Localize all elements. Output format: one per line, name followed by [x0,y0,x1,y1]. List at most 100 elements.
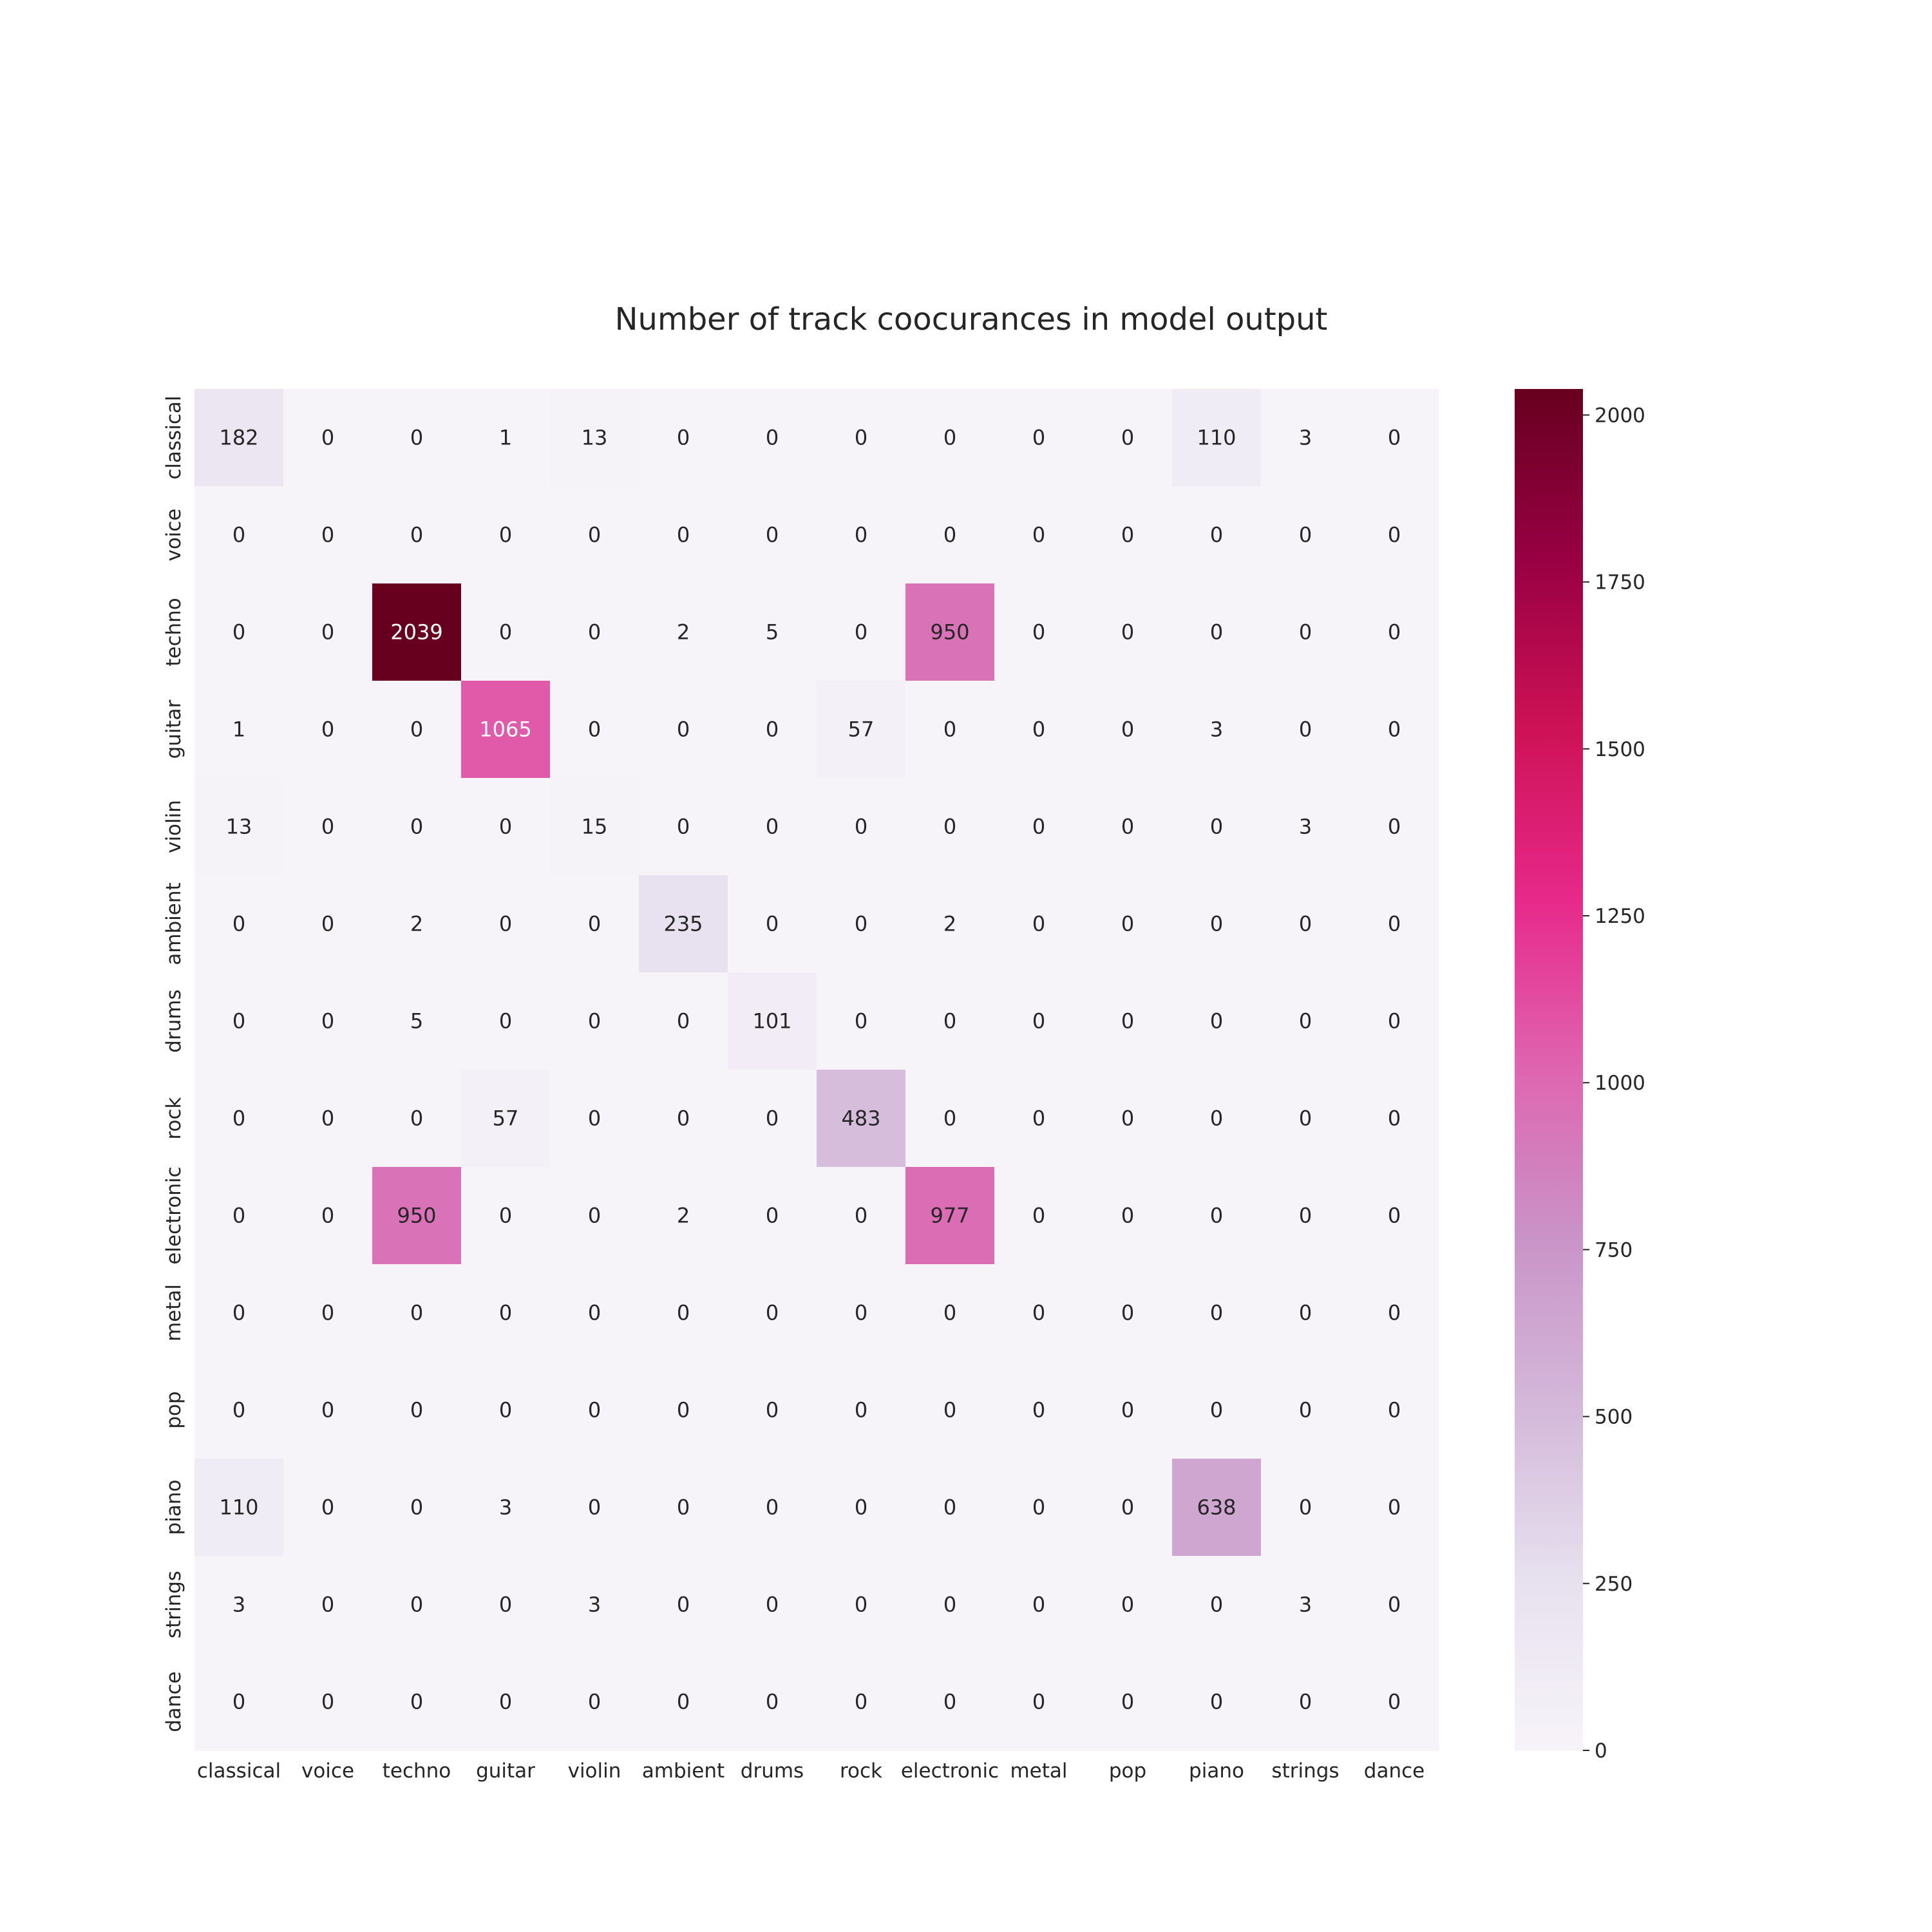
heatmap-cell [283,681,373,779]
cell-value-label: 0 [1388,1204,1401,1228]
cell-value-label: 0 [410,426,423,450]
heatmap-cell [994,1361,1084,1459]
cell-value-label: 5 [766,620,779,645]
heatmap-cell [1261,1264,1350,1362]
colorbar-tick-label: 1250 [1595,905,1645,928]
heatmap-cell [1350,972,1439,1070]
cell-value-label: 0 [1299,1009,1312,1034]
heatmap-cell [194,1556,284,1654]
cell-value-label: 0 [943,815,956,839]
cell-value-label: 0 [1388,717,1401,742]
cell-value-label: 0 [943,717,956,742]
heatmap-cell [1172,1459,1262,1557]
colorbar-tick-label: 750 [1595,1238,1633,1262]
heatmap-cell [461,1361,551,1459]
heatmap-cells: 182 0 0 1 13 0 0 0 0 0 0 110 3 00 0 0 0 0 0 0 0 0 0 0 0 0 00 0 2039 0… [194,389,1439,1751]
heatmap-cell [1261,1653,1350,1751]
y-axis-ticks: classical voice techno guitar violin ambient d… [162,395,185,1732]
heatmap-cell [1350,389,1439,487]
heatmap-cell [194,486,284,584]
heatmap-cell [372,1167,462,1265]
heatmap-cell [728,486,817,584]
cell-value-label: 2039 [390,620,442,645]
heatmap-cell [905,1264,995,1362]
heatmap-cell [1261,486,1350,584]
heatmap-cell [1350,486,1439,584]
cell-value-label: 0 [588,1690,601,1714]
cell-value-label: 638 [1197,1495,1236,1520]
heatmap-cell [1172,1361,1262,1459]
cell-value-label: 0 [588,1301,601,1325]
heatmap-cell [461,583,551,681]
cell-value-label: 0 [321,1106,334,1131]
heatmap-cell [1083,972,1173,1070]
heatmap-cell [728,583,817,681]
cell-value-label: 0 [1121,620,1134,645]
heatmap-cell [639,972,728,1070]
cell-value-label: 483 [841,1106,880,1131]
cell-value-label: 15 [582,815,608,839]
cell-value-label: 0 [499,1398,512,1423]
heatmap-cell [1172,583,1262,681]
cell-value-label: 2 [677,620,690,645]
heatmap-cell [994,389,1084,487]
cell-value-label: 0 [321,1009,334,1034]
heatmap-cell [283,1167,373,1265]
cell-value-label: 0 [1388,1398,1401,1423]
cell-value-label: 0 [766,1690,779,1714]
heatmap-cell [728,389,817,487]
cell-value-label: 0 [232,1301,245,1325]
heatmap-cell [1083,778,1173,876]
heatmap-cell [994,1167,1084,1265]
x-tick-label: voice [301,1759,354,1783]
cell-value-label: 0 [1388,426,1401,450]
heatmap-cell [905,1167,995,1265]
cell-value-label: 0 [1210,1009,1223,1034]
heatmap-cell [1261,389,1350,487]
heatmap-cell [1172,1653,1262,1751]
heatmap-cell [728,1070,817,1168]
cell-value-label: 0 [1299,1106,1312,1131]
heatmap-cell [728,1264,817,1362]
cell-value-label: 3 [1299,426,1312,450]
cell-value-label: 0 [1210,912,1223,936]
cell-value-label: 0 [855,1398,867,1423]
heatmap-cell [194,681,284,779]
cell-value-label: 0 [232,1009,245,1034]
cell-value-label: 235 [663,912,703,936]
cell-value-label: 0 [410,1106,423,1131]
heatmap-cell [994,1556,1084,1654]
cell-value-label: 0 [321,815,334,839]
cell-value-label: 0 [1032,1204,1045,1228]
heatmap-cell [194,778,284,876]
heatmap-cell [283,1361,373,1459]
cell-value-label: 3 [1299,815,1312,839]
y-tick-label: strings [162,1571,185,1638]
cell-value-label: 0 [766,717,779,742]
cell-value-label: 0 [855,426,867,450]
heatmap-cell [1083,583,1173,681]
heatmap-cell [728,1167,817,1265]
heatmap-cell [639,1361,728,1459]
cell-value-label: 0 [1032,912,1045,936]
cell-value-label: 0 [232,620,245,645]
heatmap-cell [817,972,906,1070]
y-tick-label: violin [162,800,185,853]
cell-value-label: 950 [930,620,969,645]
heatmap-cell [1083,1556,1173,1654]
heatmap-cell [283,583,373,681]
cell-value-label: 0 [588,1398,601,1423]
cell-value-label: 0 [1121,912,1134,936]
heatmap-cell [1083,875,1173,973]
cell-value-label: 0 [1032,523,1045,547]
cell-value-label: 0 [677,1398,690,1423]
cell-value-label: 950 [397,1204,436,1228]
cell-value-label: 0 [855,1204,867,1228]
heatmap-cell [1083,1459,1173,1557]
heatmap-cell [728,972,817,1070]
heatmap-cell [905,778,995,876]
cell-value-label: 0 [232,523,245,547]
heatmap-cell [1350,1459,1439,1557]
heatmap-cell [372,486,462,584]
